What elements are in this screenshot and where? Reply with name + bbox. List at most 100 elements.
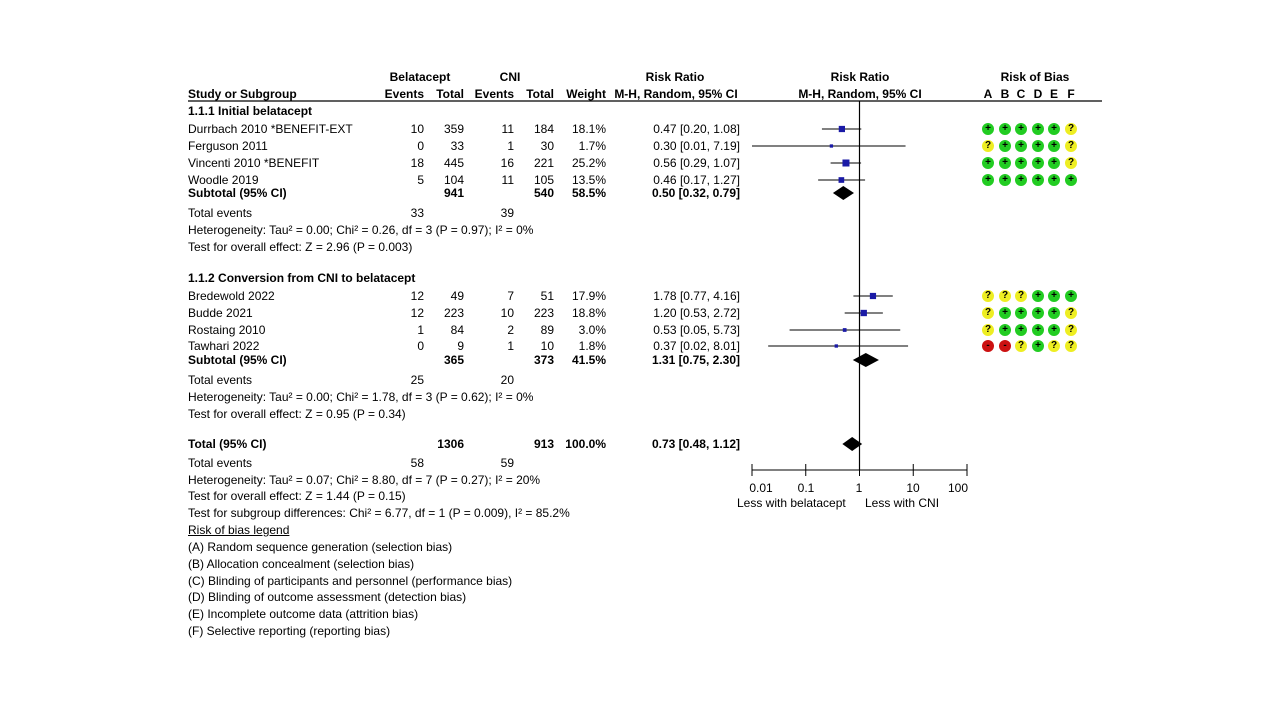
study-marker — [842, 328, 847, 332]
rob-low-icon: + — [982, 123, 994, 135]
total-header-2: Total — [526, 87, 554, 101]
rob-low-icon: + — [1032, 123, 1044, 135]
rob-legend-item: (E) Incomplete outcome data (attrition b… — [188, 607, 419, 622]
rob-low-icon: + — [1048, 140, 1060, 152]
rob-low-icon: + — [1048, 324, 1060, 336]
risk-ratio-ci: 0.56 [0.29, 1.07] — [653, 156, 740, 170]
events-2: 2 — [507, 323, 514, 337]
study-marker — [838, 177, 845, 183]
heterogeneity: Heterogeneity: Tau² = 0.00; Chi² = 0.26,… — [188, 223, 534, 237]
pooled-diamond — [842, 437, 863, 451]
study-marker — [860, 309, 867, 317]
rob-unclear-icon: ? — [999, 290, 1011, 302]
rob-high-icon: - — [999, 340, 1011, 352]
study-name: Vincenti 2010 *BENEFIT — [188, 156, 320, 170]
study-name: Durrbach 2010 *BENEFIT-EXT — [188, 122, 353, 136]
subtotal-total-2: 540 — [533, 186, 554, 200]
rob-unclear-icon: ? — [1065, 324, 1077, 336]
total-2: 221 — [533, 156, 554, 170]
total-2: 223 — [533, 306, 554, 320]
subtotal-total-2: 373 — [533, 353, 554, 367]
rob-low-icon: + — [1065, 174, 1077, 186]
events-1: 0 — [417, 139, 424, 153]
rob-low-icon: + — [999, 307, 1011, 319]
total-weight: 100.0% — [565, 437, 606, 451]
subgroup-title: 1.1.1 Initial belatacept — [188, 104, 313, 118]
total-1: 33 — [450, 139, 464, 153]
rob-low-icon: + — [982, 157, 994, 169]
total-2: 30 — [540, 139, 554, 153]
axis-left-label: Less with belatacept — [737, 496, 846, 510]
total-ci: 0.73 [0.48, 1.12] — [651, 437, 740, 451]
risk-ratio-ci: 1.78 [0.77, 4.16] — [653, 289, 740, 303]
axis-right-label: Less with CNI — [865, 496, 940, 510]
study-name: Tawhari 2022 — [188, 339, 260, 353]
rob-low-icon: + — [1015, 307, 1027, 319]
rob-low-icon: + — [1048, 123, 1060, 135]
rob-unclear-icon: ? — [982, 140, 994, 152]
rob-unclear-icon: ? — [1015, 290, 1027, 302]
rob-legend-item: (A) Random sequence generation (selectio… — [188, 540, 453, 554]
rob-low-icon: + — [1048, 157, 1060, 169]
study-name: Rostaing 2010 — [188, 323, 266, 337]
total-1: 104 — [443, 173, 464, 187]
total-events-1: 33 — [410, 206, 424, 220]
total-total-1: 1306 — [437, 437, 464, 451]
study-name: Budde 2021 — [188, 306, 253, 320]
rob-low-icon: + — [999, 157, 1011, 169]
rob-low-icon: + — [1065, 290, 1077, 302]
events-2: 16 — [500, 156, 514, 170]
heterogeneity: Heterogeneity: Tau² = 0.00; Chi² = 1.78,… — [188, 390, 534, 404]
rob-unclear-icon: ? — [1065, 123, 1077, 135]
total-1: 9 — [457, 339, 464, 353]
subtotal-ci: 0.50 [0.32, 0.79] — [651, 186, 740, 200]
events-2: 1 — [507, 339, 514, 353]
pooled-diamond — [852, 353, 879, 367]
rob-low-icon: + — [1032, 157, 1044, 169]
axis-tick-label: 100 — [947, 481, 969, 495]
study-name: Woodle 2019 — [188, 173, 259, 187]
events-header-1: Events — [384, 87, 424, 101]
events-2: 7 — [507, 289, 514, 303]
study-marker — [838, 125, 845, 133]
events-2: 11 — [501, 173, 514, 187]
rob-legend-item: (F) Selective reporting (reporting bias) — [188, 624, 391, 638]
subgroup-title: 1.1.2 Conversion from CNI to belatacept — [188, 271, 416, 285]
events-2: 1 — [507, 139, 514, 153]
weight: 25.2% — [571, 156, 606, 170]
total-2: 51 — [540, 289, 554, 303]
rob-letter-a: A — [983, 87, 993, 101]
rob-letter-b: B — [1000, 87, 1010, 101]
total-2: 184 — [533, 122, 554, 136]
risk-ratio-ci: 0.46 [0.17, 1.27] — [653, 173, 740, 187]
weight: 13.5% — [571, 173, 606, 187]
rob-letter-f: F — [1067, 87, 1075, 101]
rob-low-icon: + — [999, 140, 1011, 152]
rob-unclear-icon: ? — [982, 324, 994, 336]
weight: 3.0% — [578, 323, 606, 337]
weight: 1.7% — [578, 139, 606, 153]
rob-legend-item: (D) Blinding of outcome assessment (dete… — [188, 590, 467, 605]
subtotal-total-1: 365 — [443, 353, 464, 367]
rob-low-icon: + — [1032, 324, 1044, 336]
rob-low-icon: + — [1015, 157, 1027, 169]
weight: 17.9% — [571, 289, 606, 303]
subtotal-weight: 58.5% — [571, 186, 606, 200]
study-column-header: Study or Subgroup — [188, 87, 297, 101]
rob-low-icon: + — [1032, 307, 1044, 319]
total-1: 223 — [443, 306, 464, 320]
total-events-2: 59 — [500, 456, 514, 470]
study-name: Ferguson 2011 — [188, 139, 268, 153]
axis-tick-label: 0.01 — [749, 481, 773, 495]
group1-header: Belatacept — [389, 70, 451, 84]
overall-effect: Test for overall effect: Z = 0.95 (P = 0… — [188, 407, 406, 421]
rob-unclear-icon: ? — [1065, 307, 1077, 319]
rob-low-icon: + — [999, 123, 1011, 135]
subgroup-differences: Test for subgroup differences: Chi² = 6.… — [188, 506, 570, 520]
rob-unclear-icon: ? — [982, 307, 994, 319]
total-total-2: 913 — [533, 437, 554, 451]
rob-unclear-icon: ? — [1048, 340, 1060, 352]
rob-letter-c: C — [1016, 87, 1026, 101]
axis-tick-label: 1 — [855, 481, 863, 495]
